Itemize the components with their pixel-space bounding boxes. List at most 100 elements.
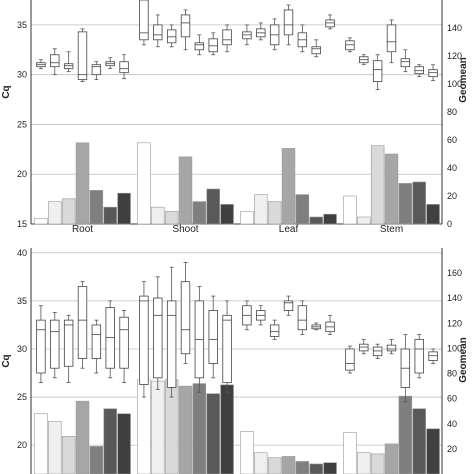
- bar: [75, 400, 90, 474]
- right-tick-label: 140: [447, 23, 462, 33]
- box: [119, 61, 129, 74]
- right-tick-label: 20: [447, 444, 457, 454]
- left-tick-label: 20: [17, 440, 27, 450]
- bar: [220, 384, 234, 474]
- bar: [137, 142, 151, 225]
- bar: [178, 156, 193, 225]
- box: [63, 319, 74, 367]
- bar: [384, 443, 399, 474]
- bar: [151, 380, 165, 474]
- box: [297, 305, 308, 331]
- box: [372, 60, 383, 83]
- right-tick-label: 120: [447, 318, 462, 328]
- bar: [357, 216, 371, 225]
- bar: [412, 181, 426, 225]
- bar: [254, 194, 268, 225]
- bar: [89, 446, 104, 474]
- category-label: Leaf: [279, 224, 299, 235]
- bar: [370, 145, 385, 225]
- bar: [426, 204, 440, 225]
- box: [153, 24, 163, 41]
- category-label: Root: [72, 224, 93, 235]
- bar: [103, 408, 117, 474]
- bar: [309, 463, 323, 474]
- bar: [412, 408, 426, 474]
- right-tick-label: 60: [447, 135, 457, 145]
- bar: [281, 148, 296, 225]
- bar: [267, 201, 282, 225]
- bar: [323, 462, 337, 474]
- box: [345, 40, 355, 51]
- box: [77, 286, 88, 359]
- right-tick-label: 160: [447, 268, 462, 278]
- box: [386, 24, 397, 53]
- bar: [295, 194, 310, 225]
- bar: [323, 213, 337, 225]
- box: [77, 31, 88, 81]
- box: [139, 295, 149, 385]
- box: [311, 46, 321, 55]
- bar: [117, 413, 131, 474]
- box: [50, 319, 60, 369]
- box: [139, 0, 149, 41]
- box: [222, 29, 232, 46]
- box: [359, 343, 369, 352]
- right-tick-label: 0: [447, 219, 452, 229]
- category-label: Shoot: [172, 224, 198, 235]
- right-tick-label: 120: [447, 51, 462, 61]
- left-tick-label: 25: [17, 392, 27, 402]
- bar: [48, 420, 62, 474]
- bar: [254, 452, 268, 474]
- box: [283, 300, 294, 311]
- bar: [220, 204, 234, 225]
- box: [91, 324, 102, 359]
- right-tick-label: 20: [447, 191, 457, 201]
- box: [414, 338, 424, 374]
- bar: [192, 201, 207, 225]
- top-panel: 15 20 25 30 35 0 20 40 60 80 100 120 140 Cq Geomean Roo…: [1, 0, 469, 235]
- bar: [384, 153, 399, 225]
- bar: [240, 211, 254, 225]
- box: [325, 19, 335, 28]
- bar: [103, 206, 117, 225]
- bar: [34, 218, 48, 225]
- bar: [75, 142, 90, 225]
- right-tick-label: 80: [447, 107, 457, 117]
- bar: [357, 452, 371, 474]
- box: [50, 54, 60, 68]
- bar: [309, 216, 323, 225]
- bar: [206, 188, 220, 225]
- box: [222, 314, 232, 384]
- box: [36, 319, 46, 374]
- category-label: Stem: [380, 224, 403, 235]
- box: [153, 297, 163, 379]
- bar: [426, 428, 440, 474]
- box: [166, 300, 177, 388]
- bar: [295, 461, 310, 474]
- left-tick-label: 20: [17, 169, 27, 179]
- left-tick-label: 40: [17, 248, 27, 258]
- left-tick-label: 35: [17, 20, 27, 30]
- box: [345, 348, 355, 371]
- bar: [61, 436, 76, 474]
- left-axis-title: Cq: [1, 85, 12, 98]
- bar: [89, 190, 104, 225]
- left-tick-label: 15: [17, 219, 27, 229]
- right-axis-title: Geomean: [458, 337, 469, 383]
- box: [194, 42, 205, 51]
- left-tick-label: 25: [17, 119, 27, 129]
- right-tick-label: 140: [447, 293, 462, 303]
- bar: [192, 383, 207, 474]
- bar: [48, 201, 62, 225]
- right-tick-label: 40: [447, 419, 457, 429]
- bar: [240, 431, 254, 474]
- bar: [61, 198, 76, 225]
- left-tick-label: 35: [17, 296, 27, 306]
- right-tick-label: 100: [447, 79, 462, 89]
- bar: [343, 195, 357, 225]
- box: [242, 31, 252, 40]
- box: [372, 346, 383, 357]
- bar: [206, 393, 220, 474]
- bottom-panel: 20 25 30 35 40 20 40 60 80 100 120 140 160 Cq Geomean: [1, 248, 469, 474]
- bar: [178, 385, 193, 474]
